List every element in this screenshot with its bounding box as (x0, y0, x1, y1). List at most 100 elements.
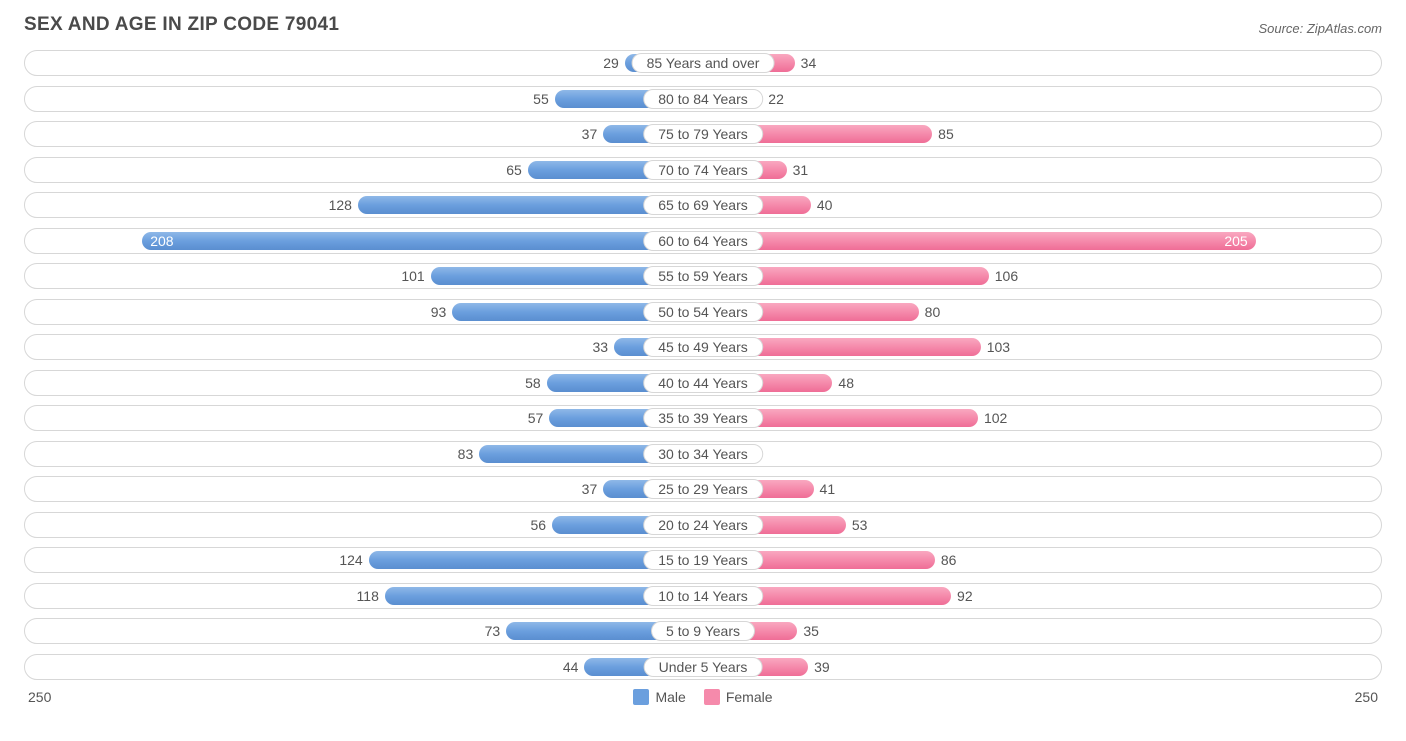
legend: Male Female (633, 689, 772, 705)
female-half: 103 (703, 335, 1377, 359)
pyramid-row: 57 102 35 to 39 Years (24, 405, 1382, 431)
age-category-label: 30 to 34 Years (643, 444, 763, 464)
pyramid-row: 20820560 to 64 Years (24, 228, 1382, 254)
age-category-label: 80 to 84 Years (643, 89, 763, 109)
female-half: 106 (703, 264, 1377, 288)
female-value: 34 (801, 55, 817, 71)
age-category-label: 75 to 79 Years (643, 124, 763, 144)
pyramid-row: 93 80 50 to 54 Years (24, 299, 1382, 325)
female-swatch-icon (704, 689, 720, 705)
male-half: 57 (29, 406, 703, 430)
female-value: 205 (1224, 233, 1247, 249)
male-value: 33 (592, 339, 608, 355)
age-category-label: 35 to 39 Years (643, 408, 763, 428)
female-value: 41 (820, 481, 836, 497)
male-value: 29 (603, 55, 619, 71)
age-category-label: 20 to 24 Years (643, 515, 763, 535)
male-half: 124 (29, 548, 703, 572)
female-half: 35 (703, 619, 1377, 643)
male-value: 93 (431, 304, 447, 320)
male-half: 29 (29, 51, 703, 75)
male-half: 55 (29, 87, 703, 111)
age-category-label: 15 to 19 Years (643, 550, 763, 570)
female-half: 34 (703, 51, 1377, 75)
female-value: 31 (793, 162, 809, 178)
male-value: 118 (357, 588, 379, 604)
age-category-label: 10 to 14 Years (643, 586, 763, 606)
male-half: 56 (29, 513, 703, 537)
age-category-label: 50 to 54 Years (643, 302, 763, 322)
male-value: 55 (533, 91, 549, 107)
female-half: 53 (703, 513, 1377, 537)
pyramid-row: 56 53 20 to 24 Years (24, 512, 1382, 538)
male-value: 208 (150, 233, 173, 249)
female-value: 102 (984, 410, 1007, 426)
male-value: 65 (506, 162, 522, 178)
male-half: 65 (29, 158, 703, 182)
female-half: 41 (703, 477, 1377, 501)
age-category-label: 85 Years and over (632, 53, 775, 73)
male-value: 56 (530, 517, 546, 533)
axis-max-right: 250 (1355, 689, 1378, 705)
female-value: 53 (852, 517, 868, 533)
axis-max-left: 250 (28, 689, 51, 705)
age-category-label: 55 to 59 Years (643, 266, 763, 286)
female-value: 40 (817, 197, 833, 213)
age-category-label: 65 to 69 Years (643, 195, 763, 215)
male-value: 73 (485, 623, 501, 639)
female-half: 85 (703, 122, 1377, 146)
female-value: 85 (938, 126, 954, 142)
female-half: 205 (703, 229, 1377, 253)
female-half: 86 (703, 548, 1377, 572)
female-value: 48 (838, 375, 854, 391)
female-value: 86 (941, 552, 957, 568)
pyramid-row: 58 48 40 to 44 Years (24, 370, 1382, 396)
male-value: 124 (339, 552, 362, 568)
female-value: 35 (803, 623, 819, 639)
age-category-label: 45 to 49 Years (643, 337, 763, 357)
legend-female-label: Female (726, 689, 773, 705)
chart-source: Source: ZipAtlas.com (1258, 21, 1382, 36)
female-half: 80 (703, 300, 1377, 324)
male-swatch-icon (633, 689, 649, 705)
female-bar: 205 (703, 232, 1256, 250)
male-value: 83 (458, 446, 474, 462)
pyramid-row: 118 9210 to 14 Years (24, 583, 1382, 609)
age-category-label: 70 to 74 Years (643, 160, 763, 180)
male-half: 44 (29, 655, 703, 679)
male-value: 128 (329, 197, 352, 213)
female-half: 102 (703, 406, 1377, 430)
age-category-label: 25 to 29 Years (643, 479, 763, 499)
chart-header: SEX AND AGE IN ZIP CODE 79041 Source: Zi… (24, 14, 1382, 36)
female-half: 22 (703, 87, 1377, 111)
pyramid-row: 831130 to 34 Years (24, 441, 1382, 467)
male-half: 101 (29, 264, 703, 288)
legend-item-female: Female (704, 689, 773, 705)
female-half: 48 (703, 371, 1377, 395)
male-value: 58 (525, 375, 541, 391)
male-value: 44 (563, 659, 579, 675)
pyramid-row: 55 2280 to 84 Years (24, 86, 1382, 112)
male-half: 208 (29, 229, 703, 253)
female-value: 39 (814, 659, 830, 675)
female-half: 40 (703, 193, 1377, 217)
male-half: 73 (29, 619, 703, 643)
male-bar: 208 (142, 232, 703, 250)
pyramid-row: 101 10655 to 59 Years (24, 263, 1382, 289)
pyramid-row: 128 40 65 to 69 Years (24, 192, 1382, 218)
pyramid-row: 378575 to 79 Years (24, 121, 1382, 147)
female-half: 92 (703, 584, 1377, 608)
female-value: 80 (925, 304, 941, 320)
male-half: 93 (29, 300, 703, 324)
population-pyramid-chart: 29 34 85 Years and over 55 2280 to 84 Years 3… (24, 50, 1382, 680)
age-category-label: 5 to 9 Years (651, 621, 755, 641)
legend-item-male: Male (633, 689, 685, 705)
age-category-label: Under 5 Years (644, 657, 763, 677)
female-value: 103 (987, 339, 1010, 355)
pyramid-row: 73 35 5 to 9 Years (24, 618, 1382, 644)
male-half: 128 (29, 193, 703, 217)
age-category-label: 40 to 44 Years (643, 373, 763, 393)
male-half: 37 (29, 477, 703, 501)
male-half: 83 (29, 442, 703, 466)
male-value: 101 (401, 268, 424, 284)
